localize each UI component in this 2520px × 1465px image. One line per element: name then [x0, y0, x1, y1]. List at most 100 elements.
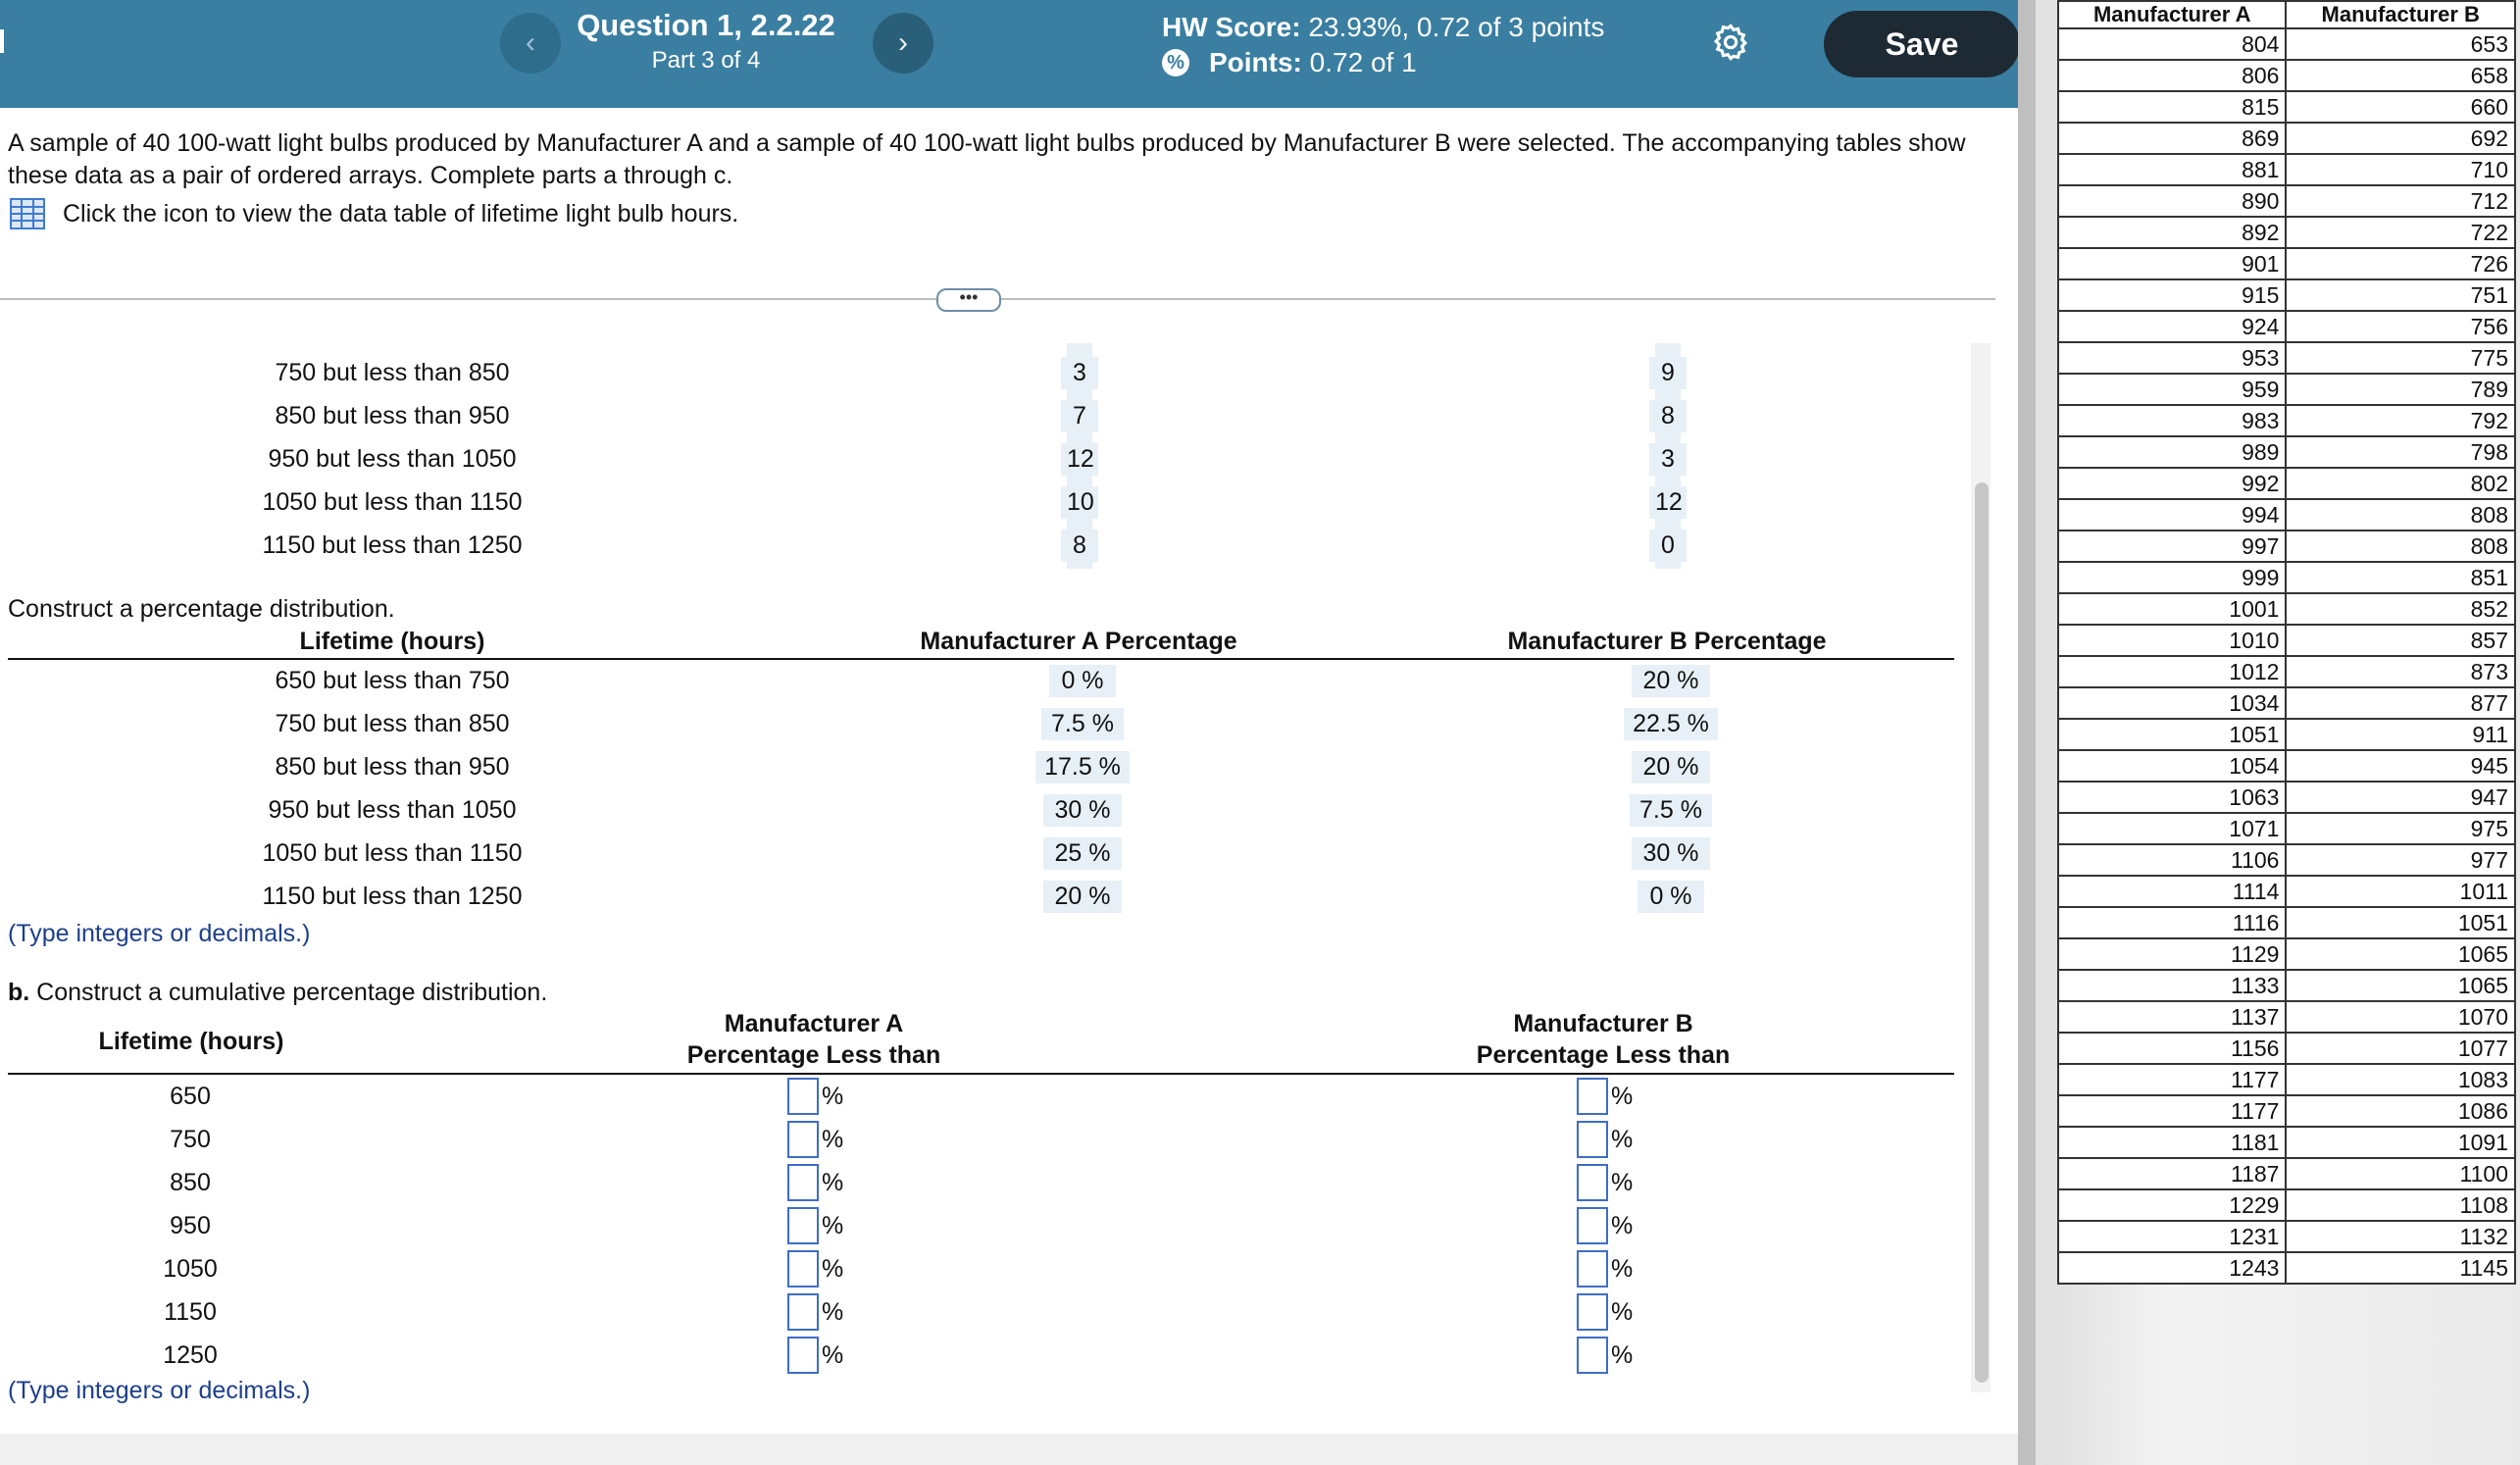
data-table-link-text[interactable]: Click the icon to view the data table of… — [63, 199, 739, 227]
percent-sign: % — [822, 1341, 844, 1369]
table-row: 1034 877 — [2056, 686, 2516, 720]
question-title: Question 1, 2.2.22 — [577, 8, 835, 42]
partial-credit-icon: % — [1162, 49, 1189, 76]
cum-b-input-850[interactable] — [1577, 1164, 1608, 1201]
lifetime-data-table: Manufacturer A Manufacturer B 804 653 806 6… — [2056, 0, 2516, 1285]
table-row: 1231 1132 — [2056, 1220, 2516, 1253]
cum-b-input-750[interactable] — [1577, 1121, 1608, 1158]
manufacturer-a-value: 1229 — [2056, 1188, 2288, 1222]
cum-b-input-1150[interactable] — [1577, 1293, 1608, 1331]
next-question-button[interactable]: › — [873, 13, 933, 74]
table-row: 959 789 — [2056, 373, 2516, 406]
manufacturer-b-value: 877 — [2285, 686, 2516, 720]
table-row: 1116 1051 — [2056, 906, 2516, 939]
manufacturer-b-value: 1065 — [2285, 969, 2516, 1002]
col-a-percentage-header: Manufacturer A Percentage — [920, 628, 1237, 655]
freq-a-value: 8 — [1061, 530, 1098, 562]
data-table-icon[interactable] — [10, 198, 45, 229]
manufacturer-b-value: 911 — [2285, 718, 2516, 751]
freq-row-label: 850 but less than 950 — [275, 402, 510, 429]
previous-question-button[interactable]: ‹ — [500, 13, 561, 74]
cum-a-input-1250[interactable] — [787, 1337, 819, 1374]
table-row: 992 802 — [2056, 467, 2516, 500]
data-table-link[interactable]: Click the icon to view the data table of… — [10, 198, 738, 229]
cum-b-input-1050[interactable] — [1577, 1250, 1608, 1288]
manufacturer-a-value: 1071 — [2056, 812, 2288, 845]
percent-sign: % — [822, 1255, 844, 1283]
manufacturer-a-value: 869 — [2056, 122, 2288, 155]
cum-a-input-1050[interactable] — [787, 1250, 819, 1288]
cum-a-input-950[interactable] — [787, 1207, 819, 1244]
manufacturer-b-value: 1065 — [2285, 937, 2516, 971]
table-row: 1177 1083 — [2056, 1063, 2516, 1096]
cumulative-note: (Type integers or decimals.) — [8, 1377, 311, 1404]
freq-a-value: 3 — [1061, 357, 1098, 389]
manufacturer-a-value: 804 — [2056, 27, 2288, 61]
manufacturer-b-value: 1108 — [2285, 1188, 2516, 1222]
manufacturer-b-value: 726 — [2285, 247, 2516, 280]
table-row: 1051 911 — [2056, 718, 2516, 751]
manufacturer-b-value: 975 — [2285, 812, 2516, 845]
table-row: 989 798 — [2056, 435, 2516, 469]
save-button[interactable]: Save — [1824, 11, 2018, 77]
settings-gear-icon[interactable] — [1710, 22, 1751, 63]
manufacturer-b-value: 1083 — [2285, 1063, 2516, 1096]
cum-b-input-650[interactable] — [1577, 1078, 1608, 1115]
table-row: 1243 1145 — [2056, 1251, 2516, 1285]
freq-b-value: 0 — [1649, 530, 1687, 562]
manufacturer-b-value: 1145 — [2285, 1251, 2516, 1285]
manufacturer-a-value: 959 — [2056, 373, 2288, 406]
manufacturer-a-value: 1177 — [2056, 1094, 2288, 1128]
pct-a-value: 30 % — [1043, 794, 1122, 827]
freq-b-value: 12 — [1649, 486, 1687, 519]
table-row: 999 851 — [2056, 561, 2516, 594]
cum-a-input-650[interactable] — [787, 1078, 819, 1115]
window-divider[interactable] — [2018, 0, 2036, 1465]
table-row: 869 692 — [2056, 122, 2516, 155]
manufacturer-b-value: 945 — [2285, 749, 2516, 783]
manufacturer-a-value: 1177 — [2056, 1063, 2288, 1096]
footer-bar — [0, 1434, 2018, 1465]
percentage-prompt: Construct a percentage distribution. — [8, 595, 395, 623]
pct-b-value: 30 % — [1632, 837, 1710, 870]
manufacturer-a-value: 1231 — [2056, 1220, 2288, 1253]
freq-row-label: 950 but less than 1050 — [268, 445, 517, 473]
content-scrollbar-thumb[interactable] — [1975, 482, 1989, 1383]
manufacturer-b-value: 653 — [2285, 27, 2516, 61]
cum-b-input-1250[interactable] — [1577, 1337, 1608, 1374]
expand-more-button[interactable]: ••• — [936, 288, 1001, 312]
cum-row-label: 850 — [170, 1169, 211, 1196]
cum-a-input-850[interactable] — [787, 1164, 819, 1201]
manufacturer-a-value: 1114 — [2056, 875, 2288, 908]
pct-row-label: 650 but less than 750 — [275, 667, 510, 694]
manufacturer-a-value: 953 — [2056, 341, 2288, 375]
manufacturer-a-value: 1034 — [2056, 686, 2288, 720]
manufacturer-b-value: 1132 — [2285, 1220, 2516, 1253]
freq-a-value: 7 — [1061, 400, 1098, 432]
table-row: 1181 1091 — [2056, 1126, 2516, 1159]
menu-handle[interactable] — [0, 29, 4, 53]
table-row: 1106 977 — [2056, 843, 2516, 877]
manufacturer-b-value: 660 — [2285, 90, 2516, 124]
percentage-header-rule — [8, 658, 1954, 660]
table-row: 1114 1011 — [2056, 875, 2516, 908]
manufacturer-b-value: 775 — [2285, 341, 2516, 375]
table-row: 1156 1077 — [2056, 1032, 2516, 1065]
manufacturer-a-value: 1116 — [2056, 906, 2288, 939]
manufacturer-b-value: 792 — [2285, 404, 2516, 437]
manufacturer-a-value: 1137 — [2056, 1000, 2288, 1034]
table-row: 915 751 — [2056, 278, 2516, 312]
manufacturer-b-value: 851 — [2285, 561, 2516, 594]
cum-a-input-750[interactable] — [787, 1121, 819, 1158]
manufacturer-b-value: 1091 — [2285, 1126, 2516, 1159]
table-row: 953 775 — [2056, 341, 2516, 375]
chevron-right-icon: › — [898, 26, 908, 59]
manufacturer-a-value: 1156 — [2056, 1032, 2288, 1065]
main-panel: ‹ Question 1, 2.2.22 Part 3 of 4 › HW Sc… — [0, 0, 2018, 1465]
cum-b-input-950[interactable] — [1577, 1207, 1608, 1244]
freq-row-label: 750 but less than 850 — [275, 359, 510, 386]
manufacturer-b-value: 977 — [2285, 843, 2516, 877]
cum-a-input-1150[interactable] — [787, 1293, 819, 1331]
manufacturer-a-value: 815 — [2056, 90, 2288, 124]
pct-b-value: 20 % — [1632, 665, 1710, 697]
